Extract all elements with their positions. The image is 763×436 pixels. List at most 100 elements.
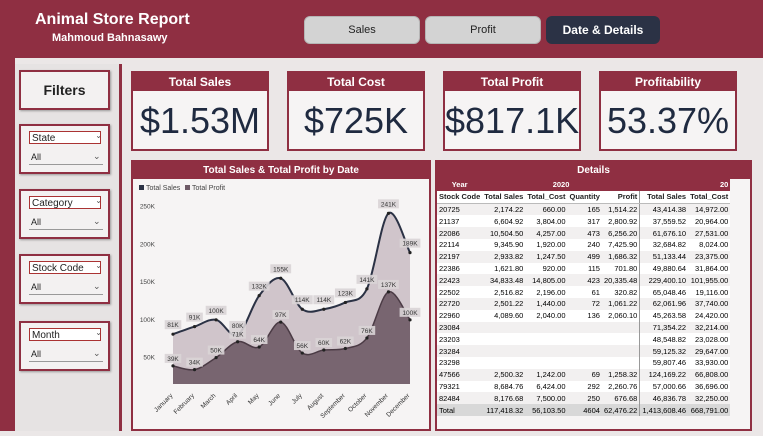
table-cell: 1,686.32 <box>601 250 640 263</box>
sales-point[interactable] <box>192 325 197 329</box>
table-row[interactable]: 82484 8,176.68 7,500.00 250 676.68 46,836.78 3… <box>437 392 731 405</box>
table-cell: 72 <box>567 297 602 310</box>
table-row[interactable]: 21137 6,604.92 3,804.00 317 2,800.92 37,559.5… <box>437 215 731 228</box>
column-header[interactable]: Profit <box>601 190 640 204</box>
state-slicer-value[interactable]: All <box>31 152 42 162</box>
table-row[interactable]: 47566 2,500.32 1,242.00 69 1,258.32 124,169.2… <box>437 368 731 381</box>
table-row[interactable]: 22960 4,089.60 2,040.00 136 2,060.10 45,263.5… <box>437 309 731 322</box>
profit-point[interactable] <box>300 351 304 355</box>
legend-label-total-profit: Total Profit <box>192 185 225 192</box>
table-row[interactable]: 22502 2,516.82 2,196.00 61 320.82 65,048.46 19… <box>437 286 731 298</box>
chevron-down-icon[interactable]: ⌄ <box>93 348 101 358</box>
column-header[interactable]: Stock Code <box>437 190 483 204</box>
column-header[interactable]: Total Sales <box>482 190 526 204</box>
table-row[interactable]: 23203 48,548.82 23,028.00 <box>437 333 731 346</box>
chevron-down-icon[interactable]: ⌄ <box>95 261 102 270</box>
table-cell: 22197 <box>437 250 483 263</box>
kpi-label: Total Cost <box>289 73 423 91</box>
table-cell: 8,024.00 <box>688 238 731 251</box>
profit-point[interactable] <box>236 340 240 344</box>
chevron-down-icon[interactable]: ⌄ <box>95 196 102 205</box>
sales-point[interactable] <box>171 332 175 336</box>
profit-data-label: 71K <box>232 332 244 339</box>
chevron-down-icon[interactable]: ⌄ <box>93 281 101 291</box>
table-row[interactable]: 79321 8,684.76 6,424.00 292 2,260.76 57,000.6… <box>437 380 731 393</box>
table-cell: 43,414.38 <box>639 203 689 216</box>
stock-code-slicer-value[interactable]: All <box>31 282 42 292</box>
sales-point[interactable] <box>279 276 283 280</box>
month-slicer-value[interactable]: All <box>31 349 42 359</box>
report-author: Mahmoud Bahnasawy <box>52 32 168 44</box>
table-cell <box>525 356 568 369</box>
month-slicer[interactable]: Month ⌄ All ⌄ <box>19 321 110 371</box>
sales-data-label: 141K <box>359 277 375 284</box>
sales-point[interactable] <box>343 300 347 305</box>
profit-point[interactable] <box>257 345 261 349</box>
profit-point[interactable] <box>192 368 197 372</box>
tab-sales[interactable]: Sales <box>304 16 420 44</box>
sales-point[interactable] <box>408 251 412 255</box>
state-slicer[interactable]: State ⌄ All ⌄ <box>19 124 110 174</box>
table-cell: 14,805.00 <box>525 274 568 287</box>
profit-point[interactable] <box>365 336 369 340</box>
profit-point[interactable] <box>343 346 347 351</box>
tab-profit[interactable]: Profit <box>425 16 541 44</box>
column-header[interactable]: Total_Cost <box>525 190 568 204</box>
table-cell: 22423 <box>437 274 483 287</box>
profit-point[interactable] <box>408 318 412 322</box>
table-cell: 2,060.10 <box>601 309 640 322</box>
table-row[interactable]: 20725 2,174.22 660.00 165 1,514.22 43,414.38 1… <box>437 203 731 216</box>
category-slicer-value[interactable]: All <box>31 217 42 227</box>
table-cell: 7,500.00 <box>525 392 568 405</box>
table-cell: 3,804.00 <box>525 215 568 228</box>
table-cell: 10,504.50 <box>482 227 526 239</box>
chevron-down-icon[interactable]: ⌄ <box>93 216 101 226</box>
table-row[interactable]: 23284 59,125.32 29,647.00 <box>437 345 731 357</box>
chevron-down-icon[interactable]: ⌄ <box>95 328 102 337</box>
table-cell: 37,559.52 <box>639 215 689 228</box>
profit-data-label: 50K <box>210 348 222 355</box>
sales-point[interactable] <box>214 318 218 322</box>
table-cell: 32,250.00 <box>688 392 731 405</box>
table-row[interactable]: 23298 59,807.46 33,930.00 <box>437 356 731 369</box>
column-header[interactable]: Quantity <box>567 190 602 204</box>
table-cell: 1,440.00 <box>525 297 568 310</box>
chart-panel: Total Sales & Total Profit by Date Total… <box>131 160 431 431</box>
table-row[interactable]: 22423 34,833.48 14,805.00 423 20,335.48 229,4… <box>437 274 731 287</box>
stock-code-slicer-label: Stock Code <box>29 261 101 274</box>
table-row[interactable]: 23084 71,354.22 32,214.00 <box>437 321 731 334</box>
table-row[interactable]: 22720 2,501.22 1,440.00 72 1,061.22 62,061.96… <box>437 297 731 310</box>
table-row[interactable]: 22086 10,504.50 4,257.00 473 6,256.20 61,676.… <box>437 227 731 239</box>
month-slicer-label: Month <box>29 328 101 341</box>
category-slicer[interactable]: Category ⌄ All ⌄ <box>19 189 110 239</box>
table-row[interactable]: 22386 1,621.80 920.00 115 701.80 49,880.64 31,… <box>437 262 731 275</box>
table-row[interactable]: 22114 9,345.90 1,920.00 240 7,425.90 32,684.8… <box>437 238 731 251</box>
chevron-down-icon[interactable]: ⌄ <box>95 131 102 140</box>
profit-point[interactable] <box>322 348 326 352</box>
profit-point[interactable] <box>171 364 175 368</box>
profit-label-bg <box>337 336 354 346</box>
stock-code-slicer[interactable]: Stock Code ⌄ All ⌄ <box>19 254 110 304</box>
table-cell: 115 <box>567 262 602 275</box>
total-cell: 668,791.00 <box>688 404 731 416</box>
table-cell: 101,955.00 <box>688 274 731 287</box>
kpi-label: Total Profit <box>445 73 579 91</box>
sales-label-bg <box>399 238 421 248</box>
chevron-down-icon[interactable]: ⌄ <box>93 151 101 161</box>
profit-data-label: 39K <box>167 356 179 363</box>
column-header[interactable]: Total Sales <box>639 190 689 204</box>
column-header[interactable]: Total_Cost <box>688 190 731 204</box>
sales-point[interactable] <box>386 211 391 215</box>
sales-point[interactable] <box>257 294 261 298</box>
profit-point[interactable] <box>214 355 218 360</box>
table-row[interactable]: 22197 2,933.82 1,247.50 499 1,686.32 51,133.4… <box>437 250 731 263</box>
sales-point[interactable] <box>365 287 369 291</box>
profit-point[interactable] <box>279 320 283 324</box>
details-table: Year 2020 20 Stock Code Total Sales Total_… <box>437 179 731 416</box>
sales-label-bg <box>270 264 292 274</box>
profit-point[interactable] <box>386 290 391 294</box>
sales-point[interactable] <box>322 307 326 311</box>
sales-point[interactable] <box>300 307 304 311</box>
year-header-row: Year 2020 20 <box>437 179 731 191</box>
tab-date-details[interactable]: Date & Details <box>546 16 660 44</box>
